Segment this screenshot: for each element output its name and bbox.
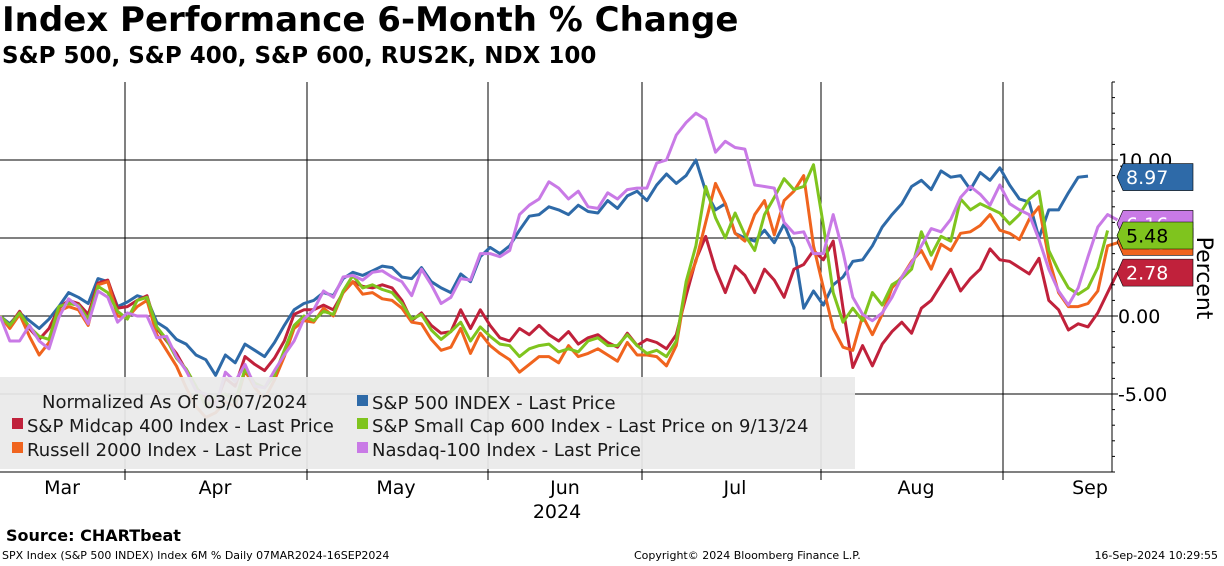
last-value-badge	[1116, 221, 1194, 250]
last-value-badges: 6.164.695.488.972.78	[1116, 163, 1194, 287]
legend-swatch	[12, 418, 23, 429]
legend-label: S&P Small Cap 600 Index - Last Price on …	[372, 416, 808, 437]
y-axis-label: Percent	[1191, 237, 1216, 320]
source-note: Source: CHARTbeat	[6, 526, 181, 545]
series-lines	[0, 111, 1119, 419]
x-tick-label: Aug	[897, 477, 934, 499]
last-value-badge	[1116, 258, 1194, 287]
last-value-label: 2.78	[1126, 263, 1168, 285]
last-value-label: 5.48	[1126, 226, 1168, 248]
series-line	[0, 111, 1119, 408]
legend-label: S&P Midcap 400 Index - Last Price	[27, 416, 334, 437]
legend-header: Normalized As Of 03/07/2024	[42, 392, 307, 413]
axes: -5.000.005.0010.00PercentMarAprMayJunJul…	[0, 81, 1216, 523]
footer-left: SPX Index (S&P 500 INDEX) Index 6M % Dai…	[2, 549, 390, 562]
legend-swatch	[357, 395, 368, 406]
x-tick-label: Jul	[723, 477, 747, 499]
chart-subtitle: S&P 500, S&P 400, S&P 600, RUS2K, NDX 10…	[2, 43, 597, 69]
y-tick-label: -5.00	[1118, 384, 1167, 406]
legend-label: Nasdaq-100 Index - Last Price	[372, 440, 641, 461]
series-line	[0, 158, 1089, 377]
footer-center: Copyright© 2024 Bloomberg Finance L.P.	[634, 549, 861, 562]
legend-box	[0, 377, 855, 469]
x-tick-label: Jun	[549, 477, 580, 499]
legend-swatch	[357, 442, 368, 453]
legend: Normalized As Of 03/07/2024 S&P 500 INDEX…	[0, 377, 855, 469]
footer-right: 16-Sep-2024 10:29:55	[1094, 549, 1218, 562]
x-year-label: 2024	[533, 501, 581, 523]
legend-label: Russell 2000 Index - Last Price	[27, 440, 302, 461]
last-value-label: 8.97	[1126, 167, 1168, 189]
y-tick-label: 0.00	[1118, 306, 1160, 328]
legend-swatch	[357, 418, 368, 429]
x-tick-label: Apr	[199, 477, 232, 499]
x-tick-label: May	[376, 477, 415, 499]
legend-swatch	[12, 442, 23, 453]
last-value-badge	[1116, 163, 1194, 191]
x-tick-label: Mar	[44, 477, 80, 499]
x-tick-label: Sep	[1072, 477, 1108, 499]
legend-label: S&P 500 INDEX - Last Price	[372, 393, 616, 414]
chart-title: Index Performance 6-Month % Change	[2, 0, 739, 40]
